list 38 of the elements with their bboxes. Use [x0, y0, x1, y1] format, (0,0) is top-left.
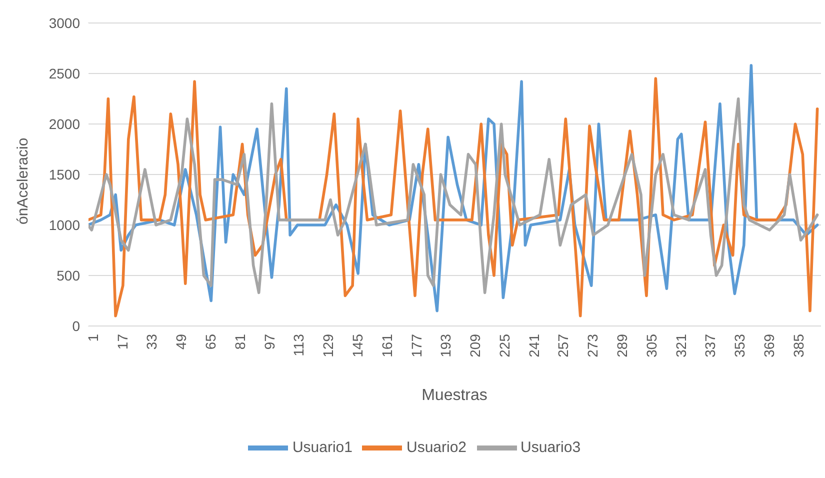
x-tick-label: 33 — [144, 334, 160, 350]
y-axis-title: ónAceleracio — [14, 138, 32, 224]
x-tick-label: 225 — [496, 334, 512, 358]
x-tick-label: 17 — [114, 334, 130, 350]
x-tick-label: 305 — [643, 334, 660, 358]
x-tick-label: 209 — [467, 334, 484, 358]
x-tick-label: 241 — [526, 334, 542, 358]
x-tick-label: 161 — [378, 334, 395, 358]
y-tick-label: 1500 — [48, 166, 80, 182]
x-tick-label: 385 — [790, 334, 806, 358]
y-tick-label: 2000 — [48, 116, 80, 132]
x-tick-label: 337 — [702, 334, 718, 358]
y-tick-label: 500 — [56, 267, 80, 284]
legend-label: Usuario3 — [520, 438, 581, 456]
line-series — [88, 97, 819, 294]
legend-label: Usuario2 — [406, 438, 467, 456]
x-axis-title: Muestras — [422, 387, 488, 404]
x-tick-label: 113 — [290, 334, 307, 356]
y-tick-label: 3000 — [48, 14, 80, 31]
x-tick-label: 369 — [760, 334, 777, 358]
x-tick-label: 81 — [232, 334, 248, 350]
x-tick-label: 145 — [349, 334, 366, 358]
x-tick-label: 1 — [84, 334, 101, 342]
x-tick-label: 65 — [202, 334, 219, 350]
x-tick-label: 177 — [408, 334, 424, 358]
y-tick-label: 2500 — [48, 65, 80, 82]
x-tick-label: 353 — [732, 334, 748, 358]
x-tick-label: 257 — [555, 334, 572, 358]
y-tick-label: 1000 — [48, 216, 80, 233]
x-tick-label: 97 — [261, 334, 278, 350]
x-tick-label: 289 — [614, 334, 630, 358]
x-tick-label: 129 — [320, 334, 336, 358]
x-tick-label: 321 — [672, 334, 689, 358]
legend-label: Usuario1 — [292, 438, 352, 456]
x-tick-label: 49 — [173, 334, 190, 350]
y-tick-label: 0 — [72, 318, 80, 334]
x-tick-label: 273 — [584, 334, 601, 358]
x-tick-label: 193 — [438, 334, 454, 358]
